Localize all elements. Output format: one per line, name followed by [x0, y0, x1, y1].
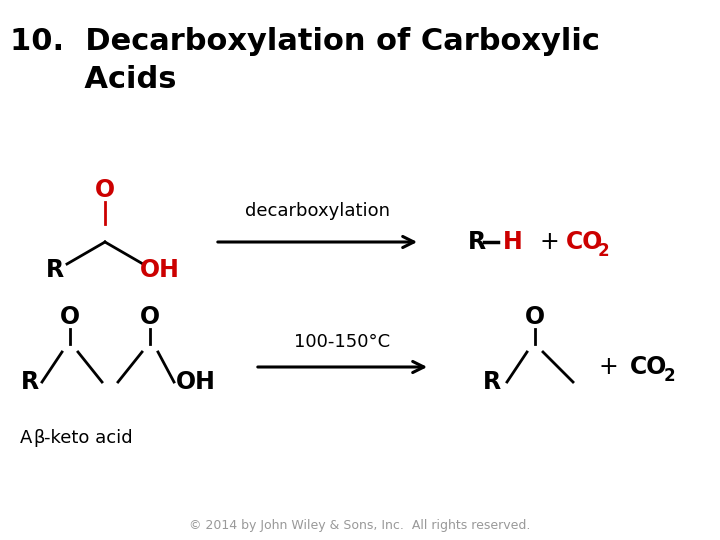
Text: © 2014 by John Wiley & Sons, Inc.  All rights reserved.: © 2014 by John Wiley & Sons, Inc. All ri… [189, 518, 531, 531]
Text: CO: CO [566, 230, 603, 254]
Text: H: H [503, 230, 523, 254]
Text: R: R [46, 258, 64, 282]
Text: +: + [598, 355, 618, 379]
Text: 100-150°C: 100-150°C [294, 333, 390, 351]
Text: R: R [483, 370, 501, 394]
Text: Acids: Acids [10, 65, 176, 94]
Text: +: + [540, 230, 559, 254]
Text: A: A [20, 429, 38, 447]
Text: R: R [468, 230, 486, 254]
Text: CO: CO [630, 355, 667, 379]
Text: 2: 2 [664, 367, 675, 385]
Text: OH: OH [176, 370, 216, 394]
Text: OH: OH [140, 258, 180, 282]
Text: O: O [95, 178, 115, 202]
Text: O: O [140, 305, 160, 329]
Text: O: O [60, 305, 80, 329]
Text: O: O [525, 305, 545, 329]
Text: β: β [33, 429, 45, 447]
Text: -keto acid: -keto acid [44, 429, 132, 447]
Text: 2: 2 [598, 242, 610, 260]
Text: R: R [21, 370, 39, 394]
Text: decarboxylation: decarboxylation [245, 202, 390, 220]
Text: 10.  Decarboxylation of Carboxylic: 10. Decarboxylation of Carboxylic [10, 27, 600, 56]
